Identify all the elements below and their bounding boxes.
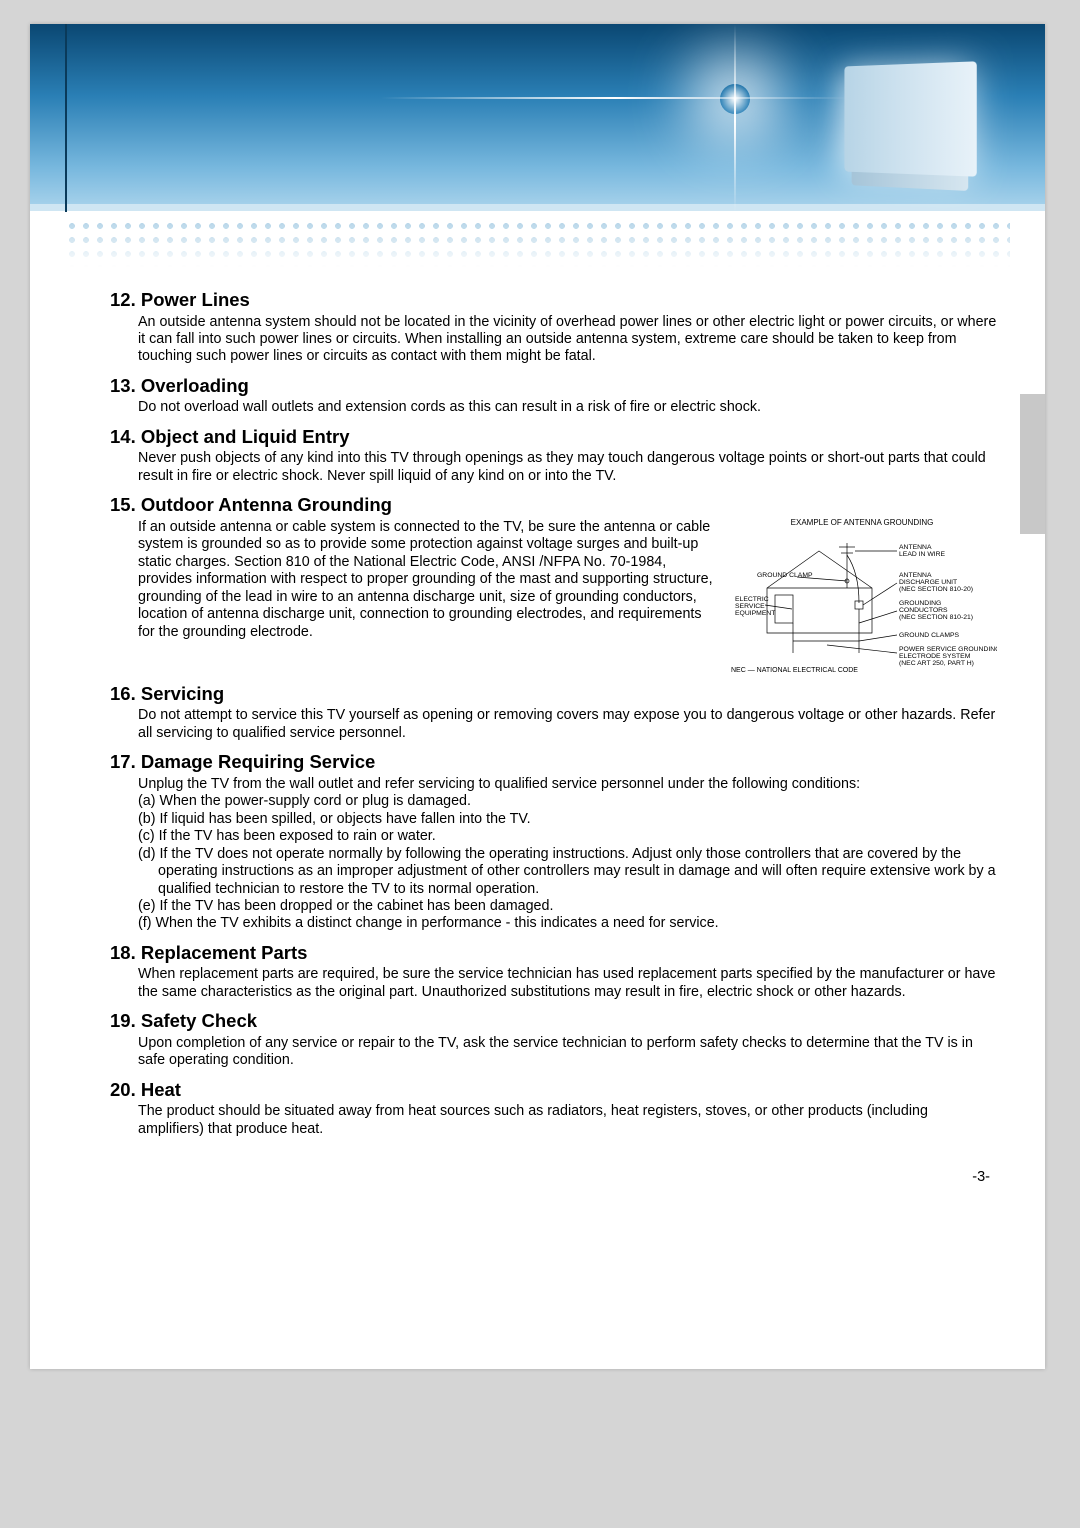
tv-illustration	[844, 61, 976, 176]
antenna-grounding-diagram: EXAMPLE OF ANTENNA GROUNDING	[727, 519, 997, 674]
list-item: (c) If the TV has been exposed to rain o…	[138, 828, 997, 845]
section-heading: 13. Overloading	[110, 375, 997, 398]
diag-label: ANTENNADISCHARGE UNIT(NEC SECTION 810-20…	[899, 572, 973, 593]
page-wrapper: 12. Power Lines An outside antenna syste…	[0, 0, 1080, 1528]
diag-label: GROUNDINGCONDUCTORS(NEC SECTION 810-21)	[899, 600, 973, 621]
section-damage-service: 17. Damage Requiring Service Unplug the …	[110, 751, 997, 933]
diag-label: GROUND CLAMPS	[899, 632, 960, 639]
list-item: (b) If liquid has been spilled, or objec…	[138, 811, 997, 828]
section-body: If an outside antenna or cable system is…	[138, 519, 715, 641]
section-servicing: 16. Servicing Do not attempt to service …	[110, 683, 997, 742]
section-heading: 17. Damage Requiring Service	[110, 751, 997, 774]
section-intro: Unplug the TV from the wall outlet and r…	[138, 776, 997, 793]
section-body: Never push objects of any kind into this…	[138, 450, 997, 485]
diag-label: ELECTRICSERVICEEQUIPMENT	[735, 596, 775, 617]
section-heading: 16. Servicing	[110, 683, 997, 706]
section-body: Do not overload wall outlets and extensi…	[138, 399, 997, 416]
section-object-liquid: 14. Object and Liquid Entry Never push o…	[110, 426, 997, 485]
section-body: An outside antenna system should not be …	[138, 314, 997, 366]
diag-label: ANTENNALEAD IN WIRE	[899, 544, 946, 558]
diagram-title: EXAMPLE OF ANTENNA GROUNDING	[727, 519, 997, 527]
diagram-footer: NEC — NATIONAL ELECTRICAL CODE	[731, 667, 858, 674]
banner-underline	[30, 204, 1045, 211]
section-body: When replacement parts are required, be …	[138, 966, 997, 1001]
section-overloading: 13. Overloading Do not overload wall out…	[110, 375, 997, 417]
banner-left-rule	[65, 24, 67, 212]
section-body: Do not attempt to service this TV yourse…	[138, 707, 997, 742]
section-power-lines: 12. Power Lines An outside antenna syste…	[110, 289, 997, 366]
section-heading: 15. Outdoor Antenna Grounding	[110, 494, 997, 517]
section-body: The product should be situated away from…	[138, 1103, 997, 1138]
header-banner	[30, 24, 1045, 269]
section-heading: 18. Replacement Parts	[110, 942, 997, 965]
section-heading: 12. Power Lines	[110, 289, 997, 312]
section-replacement: 18. Replacement Parts When replacement p…	[110, 942, 997, 1001]
section-heading: 14. Object and Liquid Entry	[110, 426, 997, 449]
diagram-svg: ANTENNALEAD IN WIRE GROUND CLAMP ANTENNA…	[727, 533, 997, 668]
section-heading: 19. Safety Check	[110, 1010, 997, 1033]
section-outdoor-grounding: 15. Outdoor Antenna Grounding If an outs…	[110, 494, 997, 674]
page-number: -3-	[30, 1147, 1045, 1185]
dot-pattern	[65, 219, 1010, 267]
list-item: (e) If the TV has been dropped or the ca…	[138, 898, 997, 915]
side-tab	[1020, 394, 1045, 534]
list-item: (a) When the power-supply cord or plug i…	[138, 793, 997, 810]
section-heat: 20. Heat The product should be situated …	[110, 1079, 997, 1138]
section-safety-check: 19. Safety Check Upon completion of any …	[110, 1010, 997, 1069]
content-area: 12. Power Lines An outside antenna syste…	[30, 269, 1045, 1138]
list-item: (d) If the TV does not operate normally …	[138, 846, 997, 898]
section-heading: 20. Heat	[110, 1079, 997, 1102]
section-body: Upon completion of any service or repair…	[138, 1035, 997, 1070]
list-item: (f) When the TV exhibits a distinct chan…	[138, 915, 997, 932]
document-page: 12. Power Lines An outside antenna syste…	[30, 24, 1045, 1369]
diag-label: GROUND CLAMP	[757, 572, 813, 579]
lens-flare-icon	[720, 84, 750, 114]
diag-label: POWER SERVICE GROUNDINGELECTRODE SYSTEM(…	[899, 646, 997, 667]
